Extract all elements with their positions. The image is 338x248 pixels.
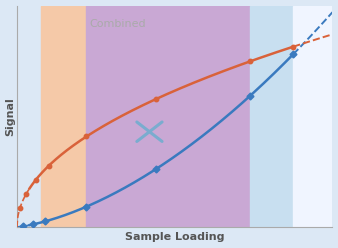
- Bar: [293, 5, 333, 227]
- Bar: [41, 5, 86, 227]
- X-axis label: Sample Loading: Sample Loading: [125, 232, 224, 243]
- Y-axis label: Signal: Signal: [5, 97, 16, 136]
- Bar: [17, 5, 41, 227]
- Bar: [86, 5, 250, 227]
- Bar: [250, 5, 293, 227]
- Text: Combined: Combined: [90, 19, 146, 29]
